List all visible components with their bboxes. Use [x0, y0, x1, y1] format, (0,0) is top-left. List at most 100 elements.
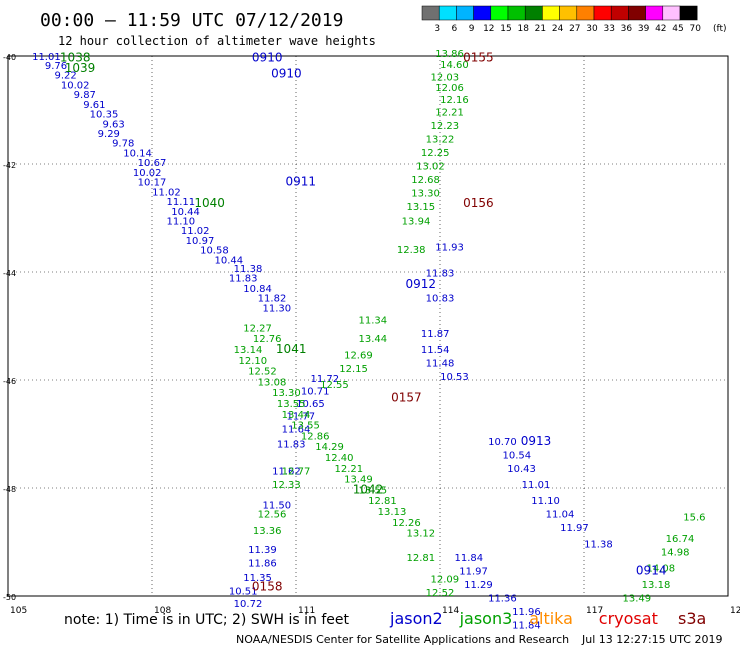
colorbar-swatch	[559, 5, 578, 21]
swh-label-jason2: 10.72	[234, 599, 263, 610]
swh-label-jason3: 12.23	[430, 121, 459, 132]
swh-label-jason3: 13.44	[358, 334, 387, 345]
swh-label-jason2: 11.62	[272, 467, 301, 478]
swh-label-jason3: 13.55	[277, 399, 306, 410]
swh-label-jason2: 11.83	[229, 274, 258, 285]
swh-label-jason2: 10.35	[90, 110, 119, 121]
swh-label-jason2: 11.38	[234, 264, 263, 275]
swh-label-jason2: 9.78	[112, 139, 134, 150]
footer-credit: NOAA/NESDIS Center for Satellite Applica…	[236, 633, 569, 646]
x-tick-label: 111	[298, 606, 315, 616]
swh-label-jason3: 13.94	[402, 216, 431, 227]
colorbar-swatch	[421, 5, 440, 21]
colorbar-tick: 27	[569, 24, 580, 34]
swh-label-jason3: 12.56	[258, 510, 287, 521]
colorbar-swatch	[610, 5, 629, 21]
colorbar-unit: (ft)	[713, 24, 727, 34]
pass-time-label: 0914	[636, 563, 667, 577]
swh-label-jason2: 10.58	[200, 246, 229, 257]
swh-label-jason3: 12.26	[392, 518, 421, 529]
swh-label-jason3: 12.40	[325, 453, 354, 464]
swh-label-jason2: 11.84	[454, 553, 483, 564]
y-tick-label: -50	[3, 593, 16, 602]
colorbar-tick: 3	[434, 24, 440, 34]
swh-label-jason2: 11.02	[152, 187, 181, 198]
swh-label-jason2: 11.77	[286, 411, 315, 422]
swh-label-jason2: 11.02	[181, 226, 210, 237]
colorbar-tick: 42	[655, 24, 666, 34]
swh-label-jason3: 12.03	[430, 72, 459, 83]
y-tick-label: -44	[3, 269, 16, 278]
swh-label-jason3: 12.68	[411, 175, 440, 186]
footer-timestamp: Jul 13 12:27:15 UTC 2019	[581, 633, 722, 646]
swh-label-jason3: 12.77	[282, 467, 311, 478]
colorbar-tick: 9	[469, 24, 475, 34]
x-tick-label: 114	[442, 606, 459, 616]
swh-label-jason2: 11.04	[546, 510, 575, 521]
colorbar-swatch	[645, 5, 664, 21]
swh-label-jason2: 11.93	[435, 242, 464, 253]
swh-label-jason2: 11.82	[258, 294, 287, 305]
swh-label-jason3: 14.98	[661, 548, 690, 559]
satellite-legend: jason2 jason3 altika cryosat s3a	[389, 609, 706, 628]
swh-label-jason3: 13.55	[358, 485, 387, 496]
colorbar-tick: 12	[483, 24, 494, 34]
colorbar-swatch	[662, 5, 681, 21]
swh-label-jason2: 11.11	[166, 197, 195, 208]
swh-label-jason2: 9.76	[45, 61, 67, 72]
x-tick-label: 105	[10, 606, 27, 616]
swh-label-jason2: 10.67	[138, 158, 167, 169]
colorbar-swatch	[593, 5, 612, 21]
swh-label-jason3: 12.86	[301, 431, 330, 442]
swh-label-jason3: 12.16	[440, 95, 469, 106]
swh-label-jason3: 12.27	[243, 323, 272, 334]
pass-time-label: 1038	[60, 50, 91, 64]
swh-label-jason2: 9.22	[54, 71, 76, 82]
swh-label-jason2: 10.02	[133, 168, 162, 179]
swh-label-jason3: 13.12	[406, 529, 435, 540]
colorbar-tick: 33	[603, 24, 614, 34]
colorbar-tick: 30	[586, 24, 598, 34]
pass-time-label: 0911	[286, 175, 317, 189]
colorbar-swatch	[456, 5, 474, 21]
y-tick-label: -46	[3, 377, 16, 386]
swh-label-jason3: 13.22	[426, 134, 455, 145]
swh-label-jason3: 16.74	[666, 534, 695, 545]
swh-label-jason2: 11.86	[248, 558, 277, 569]
swh-label-jason2: 11.72	[310, 374, 339, 385]
swh-label-jason3: 12.06	[435, 83, 464, 94]
pass-time-label: 0910	[271, 67, 302, 81]
swh-label-jason2: 10.54	[502, 450, 531, 461]
data-points: 11.019.769.2210.029.879.6110.359.639.299…	[32, 49, 705, 631]
swh-label-jason2: 11.38	[584, 539, 613, 550]
swh-label-jason2: 11.39	[248, 545, 277, 556]
swh-label-jason2: 11.96	[512, 607, 541, 618]
swh-label-jason2: 11.87	[421, 329, 450, 340]
satellite-cryosat: cryosat	[599, 609, 658, 628]
swh-label-jason2: 11.10	[531, 496, 560, 507]
x-tick-label: 117	[586, 606, 603, 616]
swh-label-jason2: 11.35	[243, 573, 272, 584]
swh-label-jason3: 12.69	[344, 350, 373, 361]
swh-label-jason2: 10.53	[440, 372, 469, 383]
swh-label-jason3: 12.15	[339, 364, 368, 375]
swh-label-jason2: 11.01	[522, 480, 551, 491]
colorbar-tick: 24	[552, 24, 564, 34]
swh-label-jason2: 10.51	[229, 586, 258, 597]
swh-label-jason2: 11.01	[32, 52, 61, 63]
swh-label-jason2: 10.44	[171, 207, 200, 218]
swh-label-jason3: 13.49	[344, 475, 373, 486]
swh-label-jason2: 11.84	[512, 620, 541, 631]
swh-label-jason2: 11.36	[488, 593, 517, 604]
satellite-jason2: jason2	[389, 609, 443, 628]
swh-label-jason2: 9.61	[83, 100, 105, 111]
pass-time-label: 0913	[521, 434, 552, 448]
swh-label-jason3: 12.81	[406, 553, 435, 564]
satellite-altika: altika	[529, 609, 573, 628]
swh-label-jason3: 12.52	[426, 588, 455, 599]
swh-label-jason2: 9.29	[98, 129, 120, 140]
pass-time-label: 0158	[252, 580, 283, 594]
pass-time-label: 0157	[391, 391, 422, 405]
swh-label-jason3: 13.15	[406, 202, 435, 213]
